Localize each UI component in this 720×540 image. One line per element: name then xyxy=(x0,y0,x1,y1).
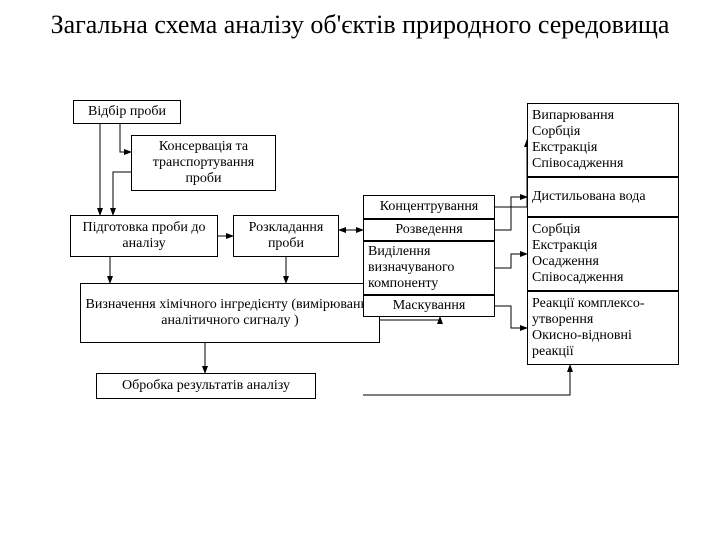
edge-11 xyxy=(495,254,527,268)
node-n8: Розведення xyxy=(363,219,495,241)
node-n11: Випарювання Сорбція Екстракція Співосадж… xyxy=(527,103,679,177)
diagram-title: Загальна схема аналізу об'єктів природно… xyxy=(0,10,720,40)
node-n9: Виділення визначуваного компоненту xyxy=(363,241,495,295)
edge-12 xyxy=(495,306,527,328)
diagram-canvas: Загальна схема аналізу об'єктів природно… xyxy=(0,0,720,540)
node-n2: Консервація та транспортування проби xyxy=(131,135,276,191)
node-n7: Концентрування xyxy=(363,195,495,219)
node-n6: Обробка результатів аналізу xyxy=(96,373,316,399)
node-n4: Розкладання проби xyxy=(233,215,339,257)
edge-13 xyxy=(363,365,570,395)
node-n3: Підготовка проби до аналізу xyxy=(70,215,218,257)
node-n14: Реакції комплексо- утворення Окисно-відн… xyxy=(527,291,679,365)
node-n1: Відбір проби xyxy=(73,100,181,124)
node-n5: Визначення хімічного інгредієнту (вимірю… xyxy=(80,283,380,343)
node-n10: Маскування xyxy=(363,295,495,317)
edge-8 xyxy=(380,317,440,320)
node-n12: Дистильована вода xyxy=(527,177,679,217)
node-n13: Сорбція Екстракція Осадження Співосаджен… xyxy=(527,217,679,291)
edge-9 xyxy=(495,140,527,207)
edge-2 xyxy=(113,172,131,215)
edge-1 xyxy=(120,124,131,152)
edge-10 xyxy=(495,197,527,230)
